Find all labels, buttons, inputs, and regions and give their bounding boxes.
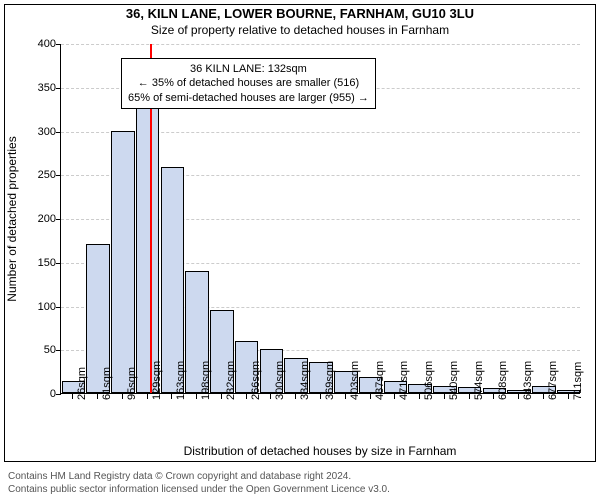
xtick-label: 26sqm [76, 367, 88, 400]
annotation-line3: 65% of semi-detached houses are larger (… [128, 91, 369, 105]
xtick-mark [370, 394, 371, 399]
xtick-mark [518, 394, 519, 399]
ytick-label: 100 [16, 301, 56, 313]
histogram-bar [111, 131, 135, 394]
plot-region: 36 KILN LANE: 132sqm ← 35% of detached h… [60, 44, 580, 394]
xtick-mark [122, 394, 123, 399]
xtick-label: 95sqm [126, 367, 138, 400]
xtick-mark [221, 394, 222, 399]
xtick-label: 163sqm [175, 361, 187, 400]
xtick-mark [543, 394, 544, 399]
ytick-mark [56, 350, 61, 351]
ytick-mark [56, 219, 61, 220]
xtick-label: 403sqm [349, 361, 361, 400]
x-axis-label: Distribution of detached houses by size … [60, 444, 580, 458]
chart-container: 36, KILN LANE, LOWER BOURNE, FARNHAM, GU… [0, 0, 600, 500]
ytick-label: 0 [16, 388, 56, 400]
ytick-label: 200 [16, 213, 56, 225]
xtick-label: 643sqm [522, 361, 534, 400]
xtick-mark [196, 394, 197, 399]
plot-area: Number of detached properties 36 KILN LA… [60, 44, 580, 394]
ytick-label: 350 [16, 82, 56, 94]
xtick-mark [171, 394, 172, 399]
xtick-label: 369sqm [324, 361, 336, 400]
xtick-label: 232sqm [225, 361, 237, 400]
footer-line1: Contains HM Land Registry data © Crown c… [8, 470, 592, 483]
ytick-mark [56, 44, 61, 45]
xtick-label: 198sqm [200, 361, 212, 400]
xtick-label: 61sqm [101, 367, 113, 400]
xtick-label: 608sqm [497, 361, 509, 400]
ytick-label: 150 [16, 257, 56, 269]
annotation-line2: ← 35% of detached houses are smaller (51… [128, 76, 369, 90]
chart-title-main: 36, KILN LANE, LOWER BOURNE, FARNHAM, GU… [0, 0, 600, 21]
ytick-label: 250 [16, 169, 56, 181]
xtick-mark [469, 394, 470, 399]
xtick-label: 300sqm [274, 361, 286, 400]
xtick-mark [270, 394, 271, 399]
xtick-label: 506sqm [423, 361, 435, 400]
annotation-line1: 36 KILN LANE: 132sqm [128, 62, 369, 76]
xtick-label: 437sqm [374, 361, 386, 400]
xtick-mark [97, 394, 98, 399]
xtick-mark [345, 394, 346, 399]
histogram-bar [161, 167, 185, 393]
ytick-label: 300 [16, 126, 56, 138]
xtick-label: 574sqm [473, 361, 485, 400]
xtick-label: 129sqm [151, 361, 163, 400]
ytick-mark [56, 175, 61, 176]
xtick-mark [320, 394, 321, 399]
ytick-mark [56, 307, 61, 308]
annotation-box: 36 KILN LANE: 132sqm ← 35% of detached h… [121, 58, 376, 109]
footer-attribution: Contains HM Land Registry data © Crown c… [8, 470, 592, 496]
ytick-label: 50 [16, 344, 56, 356]
xtick-label: 540sqm [448, 361, 460, 400]
xtick-label: 471sqm [398, 361, 410, 400]
xtick-label: 266sqm [250, 361, 262, 400]
xtick-mark [568, 394, 569, 399]
xtick-label: 677sqm [547, 361, 559, 400]
footer-line2: Contains public sector information licen… [8, 483, 592, 496]
chart-title-sub: Size of property relative to detached ho… [0, 21, 600, 37]
xtick-label: 711sqm [572, 362, 584, 400]
xtick-mark [493, 394, 494, 399]
xtick-mark [246, 394, 247, 399]
histogram-bar [136, 104, 160, 393]
xtick-mark [419, 394, 420, 399]
xtick-mark [147, 394, 148, 399]
xtick-mark [72, 394, 73, 399]
xtick-label: 334sqm [299, 361, 311, 400]
ytick-label: 400 [16, 38, 56, 50]
xtick-mark [394, 394, 395, 399]
ytick-mark [56, 394, 61, 395]
xtick-mark [295, 394, 296, 399]
ytick-mark [56, 263, 61, 264]
ytick-mark [56, 88, 61, 89]
xtick-mark [444, 394, 445, 399]
ytick-mark [56, 132, 61, 133]
